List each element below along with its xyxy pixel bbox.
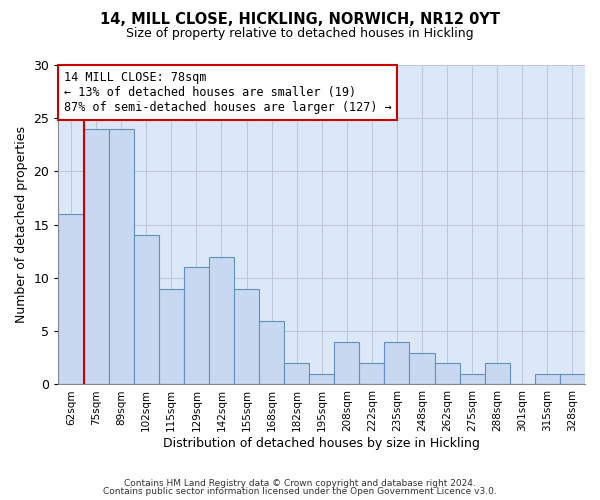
Text: Contains HM Land Registry data © Crown copyright and database right 2024.: Contains HM Land Registry data © Crown c… xyxy=(124,478,476,488)
Bar xyxy=(209,256,234,384)
Bar xyxy=(385,342,409,384)
Text: 14, MILL CLOSE, HICKLING, NORWICH, NR12 0YT: 14, MILL CLOSE, HICKLING, NORWICH, NR12 … xyxy=(100,12,500,28)
Bar xyxy=(309,374,334,384)
Bar xyxy=(259,320,284,384)
Bar xyxy=(359,363,385,384)
Bar xyxy=(334,342,359,384)
Bar xyxy=(434,363,460,384)
Bar xyxy=(58,214,83,384)
Bar xyxy=(134,236,159,384)
Bar xyxy=(159,288,184,384)
Bar xyxy=(234,288,259,384)
Bar xyxy=(460,374,485,384)
Y-axis label: Number of detached properties: Number of detached properties xyxy=(15,126,28,323)
Bar xyxy=(535,374,560,384)
X-axis label: Distribution of detached houses by size in Hickling: Distribution of detached houses by size … xyxy=(163,437,480,450)
Bar xyxy=(284,363,309,384)
Text: Contains public sector information licensed under the Open Government Licence v3: Contains public sector information licen… xyxy=(103,487,497,496)
Bar xyxy=(560,374,585,384)
Bar xyxy=(83,129,109,384)
Bar xyxy=(485,363,510,384)
Text: 14 MILL CLOSE: 78sqm
← 13% of detached houses are smaller (19)
87% of semi-detac: 14 MILL CLOSE: 78sqm ← 13% of detached h… xyxy=(64,72,391,114)
Text: Size of property relative to detached houses in Hickling: Size of property relative to detached ho… xyxy=(126,28,474,40)
Bar xyxy=(409,352,434,384)
Bar xyxy=(184,268,209,384)
Bar xyxy=(109,129,134,384)
